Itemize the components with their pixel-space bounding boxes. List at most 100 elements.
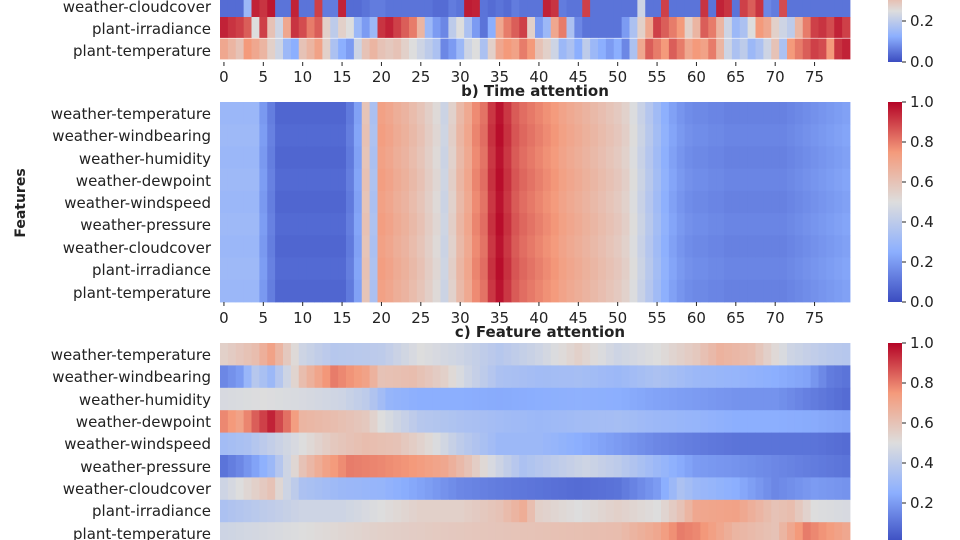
panel-b-cell [574,190,583,214]
panel-c-cell [747,499,756,523]
panel-b-cell [676,146,686,170]
panel-b-cell [692,257,701,281]
panel-c-cell [550,432,560,456]
panel-a-x-tick-label: 5 [259,68,269,86]
panel-a-cell [519,17,528,38]
panel-b-cell [495,213,504,236]
panel-b-cell [361,124,371,147]
panel-c-cell [227,343,237,366]
panel-c-cell [542,477,552,501]
panel-b-cell [700,146,709,170]
panel-a-cell [385,0,394,18]
panel-a-cell [787,38,796,60]
panel-c-cell [716,432,725,456]
panel-c-cell [700,387,709,411]
panel-b-cell [472,190,481,214]
panel-b-cell [401,102,410,125]
panel-a-cell [227,38,237,60]
panel-b-cell [385,279,394,303]
panel-a-x-tick-label: 45 [569,68,588,86]
panel-b-cell [393,102,402,125]
panel-b-cell [613,257,623,281]
panel-b-cell [511,213,520,236]
panel-c-cell [251,343,260,366]
panel-c-cell [464,455,473,478]
panel-a-cell [842,17,851,38]
panel-c-cell [283,387,292,411]
panel-b-cell [598,235,607,258]
panel-c-cell [787,410,796,433]
panel-c-title: c) Feature attention [455,323,625,341]
panel-b-cell [653,168,662,192]
panel-b-cell [731,168,741,192]
panel-c-cell [700,343,709,366]
panel-b-cell [369,190,378,214]
panel-b-cell [731,124,741,147]
panel-b-cell [330,279,339,303]
panel-b-cell [842,124,851,147]
panel-b-cell [716,168,725,192]
panel-a-x-tick-label: 50 [608,68,627,86]
panel-c-cell [314,477,323,501]
panel-c-cell [393,455,402,478]
panel-a-cell [330,17,339,38]
panel-b-cell [409,213,418,236]
panel-c-cell [306,522,315,540]
panel-b-cell [787,279,796,303]
panel-b-cell [787,146,796,170]
panel-b-cell [779,190,788,214]
panel-c-cell [432,387,441,411]
panel-b-cell [629,146,638,170]
panel-a-cell [393,0,402,18]
panel-b-cell [582,213,591,236]
panel-a-cell [755,0,764,18]
panel-b-cell [527,146,536,170]
panel-c-cell [763,499,772,523]
panel-b-cell [771,124,780,147]
panel-c-cell [275,365,284,389]
panel-b-cell [377,102,386,125]
panel-c-colorbar: 1.0 0.8 0.6 0.4 0.2 [888,334,934,540]
panel-b-cell [361,168,371,192]
panel-c-cell [613,522,623,540]
panel-b-cell [550,235,560,258]
panel-c-cell [645,432,654,456]
panel-b-cell [621,124,630,147]
panel-c-cell [771,410,780,433]
panel-c-cell [826,365,835,389]
panel-c-cell [527,455,536,478]
panel-b-cell [495,279,504,303]
panel-c-cell [621,387,630,411]
panel-c-cell [779,365,788,389]
panel-c-cell [747,387,756,411]
panel-b-cell [361,257,371,281]
panel-b-cell [416,124,426,147]
panel-c-cell [613,455,623,478]
panel-b-cell [747,168,756,192]
panel-b-cell [653,235,662,258]
panel-c-cell [511,455,520,478]
panel-a-cell [700,0,709,18]
panel-b-cell [550,257,560,281]
panel-b-cell [346,102,355,125]
panel-b-cell [487,235,497,258]
panel-c-cell [842,499,851,523]
panel-b-cell [401,279,410,303]
panel-b-colorbar-label-5: 0.0 [910,293,934,311]
panel-b-cell [487,279,497,303]
panel-c-cell [385,499,394,523]
panel-c-y-label-2: weather-humidity [79,391,211,409]
panel-b-cell [645,168,654,192]
panel-b-cell [393,257,402,281]
panel-c-cell [401,365,410,389]
panel-b-cell [700,124,709,147]
panel-b-cell [747,190,756,214]
panel-b-cell [235,102,245,125]
panel-c-cell [283,432,292,456]
panel-b-cell [275,213,284,236]
panel-b-cell [700,190,709,214]
panel-c-cell [401,499,410,523]
panel-a-cell [290,0,300,18]
panel-b-cell [598,279,607,303]
